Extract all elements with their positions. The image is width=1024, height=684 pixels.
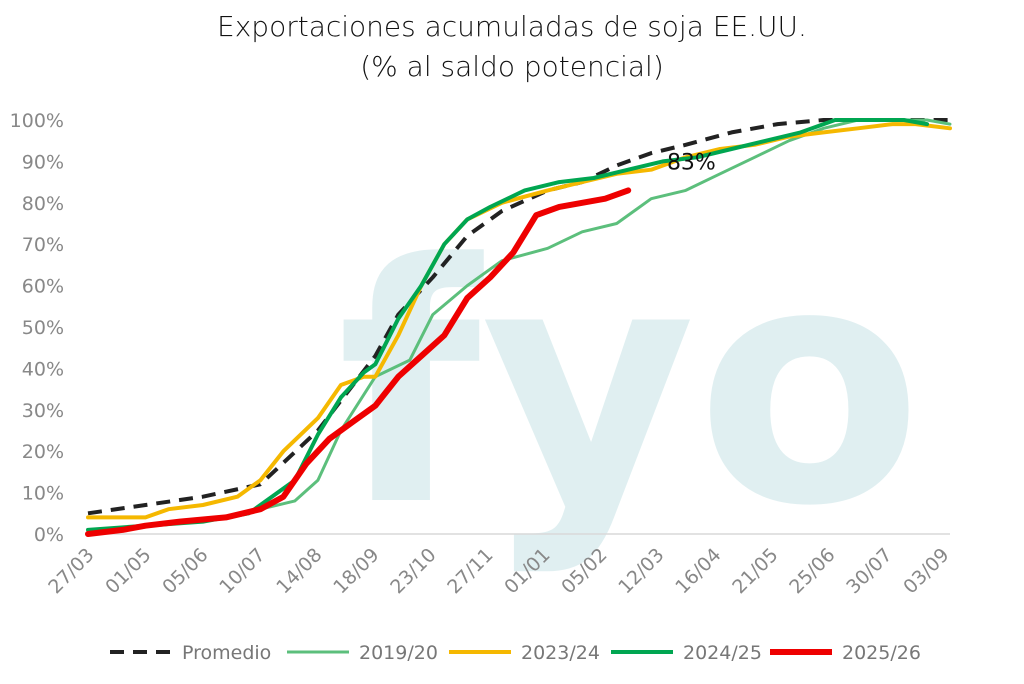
y-tick-label: 50% [22, 317, 64, 339]
y-tick-label: 10% [22, 483, 64, 505]
x-tick-label: 01/05 [101, 544, 155, 598]
x-tick-label: 14/08 [272, 544, 326, 598]
y-tick-label: 70% [22, 234, 64, 256]
chart-subtitle: (% al saldo potencial) [360, 50, 664, 83]
series-line-2025-26 [85, 187, 632, 537]
legend-label: 2019/20 [359, 642, 438, 664]
y-tick-label: 90% [22, 151, 64, 173]
y-tick-label: 20% [22, 441, 64, 463]
annotation-label: 83% [667, 151, 716, 176]
legend-label: 2023/24 [521, 642, 600, 664]
series-line-Promedio [87, 118, 950, 516]
chart-series [85, 118, 952, 537]
y-tick-label: 100% [10, 110, 64, 132]
x-tick-label: 05/06 [158, 544, 212, 598]
y-tick-label: 30% [22, 400, 64, 422]
legend-label: 2024/25 [683, 642, 762, 664]
chart-legend: Promedio 2019/20 2023/24 2024/25 2025/26 [110, 642, 921, 664]
watermark-text: fyo [337, 194, 922, 578]
y-tick-label: 0% [34, 524, 64, 546]
legend-label: Promedio [182, 642, 271, 664]
series-line-2019-20 [86, 118, 952, 532]
legend-label: 2025/26 [842, 642, 921, 664]
y-tick-label: 60% [22, 276, 64, 298]
watermark-logo: fyo [337, 194, 922, 578]
chart-title: Exportaciones acumuladas de soja EE.UU. [217, 10, 807, 43]
x-tick-label: 27/03 [44, 544, 98, 598]
chart-annotations: 83% [667, 151, 716, 176]
x-tick-label: 10/07 [215, 544, 269, 598]
y-tick-label: 80% [22, 193, 64, 215]
y-tick-label: 40% [22, 358, 64, 380]
